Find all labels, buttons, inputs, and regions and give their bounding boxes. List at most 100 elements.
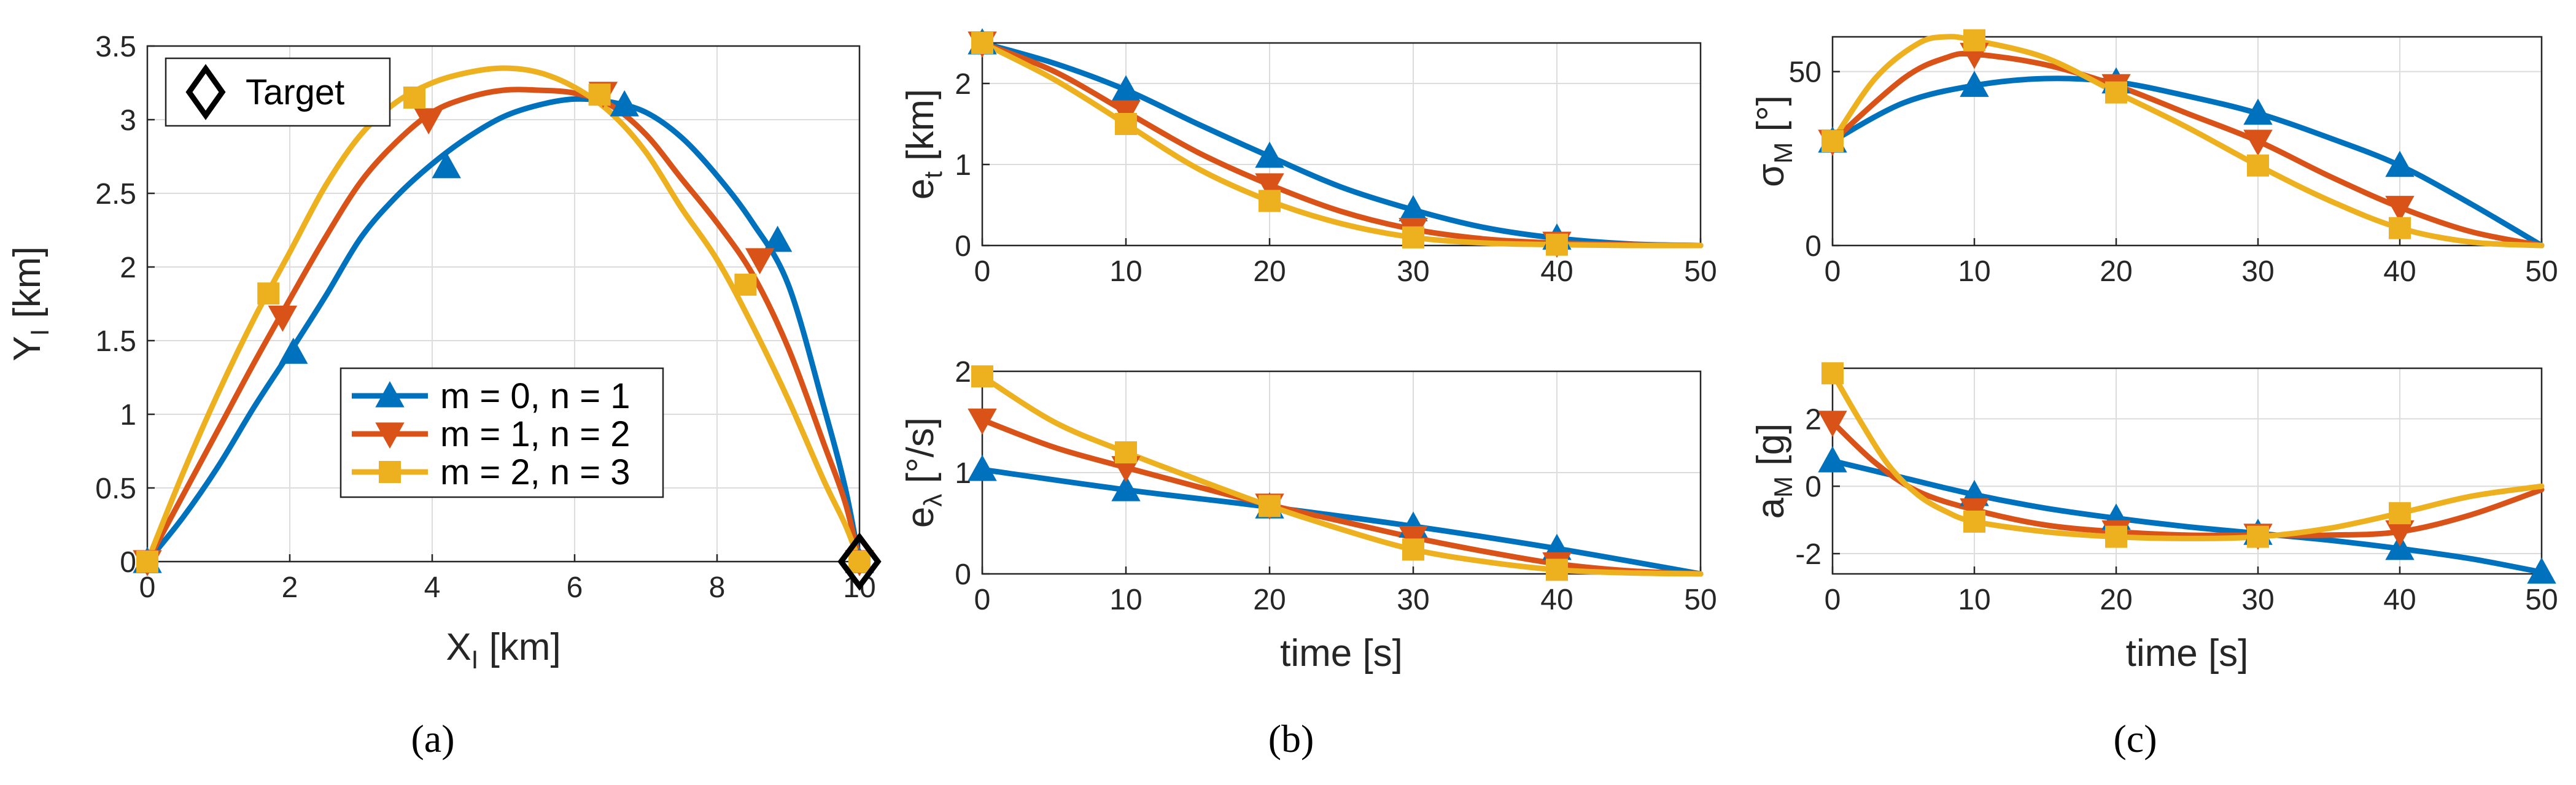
x-tick-label: 10 [1109, 584, 1142, 616]
series-line-b1-2 [979, 40, 1704, 249]
axes-frame-b1 [981, 42, 1702, 247]
x-tick-label: 10 [1109, 255, 1142, 288]
y-tick-label: 0 [955, 559, 971, 591]
x-tick-label: 40 [2383, 255, 2416, 288]
data-point-a-2 [734, 273, 757, 296]
data-point-b1-2 [971, 32, 993, 54]
data-point-b1-2 [1402, 226, 1424, 249]
y-tick-label: 1 [120, 399, 136, 431]
data-point-c1-0 [1960, 71, 1989, 97]
y-tick-label: 2.5 [95, 178, 136, 211]
x-tick-label: 0 [974, 584, 991, 616]
data-point-b2-1 [968, 408, 997, 435]
legend-marker [379, 461, 401, 483]
y-tick-label: 0 [955, 230, 971, 263]
x-tick-label: 40 [1540, 584, 1573, 616]
data-point-c1-1 [2385, 196, 2415, 222]
chart-b2: 0 10 20 30 40 50 0 1 2eλ [°/s] time [s] [899, 356, 1717, 675]
data-point-b2-2 [971, 365, 993, 388]
y-tick-label: 0 [120, 546, 136, 579]
series-line-c2-0 [1829, 458, 2545, 575]
x-tick-label: 10 [1958, 255, 1990, 288]
x-tick-label: 30 [2241, 584, 2274, 616]
x-tick-label: 8 [709, 571, 726, 604]
chart-c1: 0 10 20 30 40 50 0 50 σM [°] [1750, 29, 2558, 288]
x-tick-label: 40 [2383, 584, 2416, 616]
x-tick-label: 0 [1825, 584, 1841, 616]
panel-label-b: (b) [1268, 717, 1314, 760]
chart-b1: 0 10 20 30 40 50 0 1 2et [km] [899, 28, 1717, 288]
x-tick-label: 0 [1825, 255, 1841, 288]
data-point-c2-0 [1818, 446, 1847, 473]
x-tick-label: 0 [974, 255, 991, 288]
xlabel-a: XI [km] [446, 626, 561, 674]
y-tick-label: 1 [955, 457, 971, 490]
data-point-c1-2 [1963, 29, 1985, 52]
data-point-a-2 [403, 87, 425, 109]
data-point-c2-1 [1818, 411, 1847, 437]
x-tick-label: 20 [1253, 584, 1286, 616]
data-point-a-1 [414, 108, 443, 135]
series-line-b2-2 [979, 373, 1704, 577]
y-tick-label: 2 [955, 356, 971, 389]
series-line-c2-1 [1829, 419, 2545, 538]
x-tick-label: 30 [1397, 584, 1429, 616]
y-tick-label: 0.5 [95, 473, 136, 505]
x-tick-label: 4 [424, 571, 441, 604]
data-point-b1-2 [1546, 233, 1568, 256]
series-line-c1-0 [1829, 75, 2545, 249]
ylabel-c1: σM [°] [1750, 95, 1798, 187]
data-point-c1-0 [2243, 98, 2273, 125]
y-tick-label: 50 [1789, 56, 1821, 89]
axes-frame-c2 [1831, 367, 2543, 575]
x-tick-label: 20 [2100, 255, 2132, 288]
data-point-a-0 [610, 90, 639, 117]
target-legend-label: Target [246, 72, 344, 112]
y-tick-label: -2 [1795, 538, 1821, 571]
data-point-b2-2 [1259, 495, 1281, 517]
axes-frame-c1 [1831, 36, 2543, 247]
y-tick-label: 0 [1805, 471, 1821, 503]
ylabel-c2: aM [g] [1750, 423, 1798, 519]
y-tick-label: 3.5 [95, 31, 136, 63]
x-tick-label: 50 [1684, 255, 1717, 288]
x-tick-label: 30 [2241, 255, 2274, 288]
data-point-a-0 [762, 225, 793, 252]
xlabel-c2: time [s] [2126, 632, 2249, 675]
legend-marker [375, 381, 405, 408]
data-point-a-2 [136, 551, 158, 573]
series-line-b2-1 [979, 417, 1704, 577]
y-tick-label: 0 [1805, 230, 1821, 263]
data-point-c1-2 [1821, 130, 1844, 152]
series-line-c2-2 [1829, 370, 2545, 541]
target-legend-icon [185, 64, 226, 120]
ylabel-b1: et [km] [899, 89, 947, 199]
series-line-b1-0 [979, 40, 1704, 249]
series-line-a-1 [144, 87, 863, 565]
series-line-b2-0 [979, 466, 1704, 577]
panel-label-c: (c) [2113, 717, 2157, 760]
data-point-c2-2 [2389, 502, 2411, 525]
y-tick-label: 1.5 [95, 325, 136, 358]
x-tick-label: 50 [2525, 255, 2558, 288]
axes-frame-a [146, 45, 861, 563]
ylabel-b2: eλ [°/s] [899, 417, 947, 528]
series-line-c1-2 [1829, 34, 2545, 249]
x-tick-label: 20 [2100, 584, 2132, 616]
data-point-a-0 [279, 338, 308, 364]
data-point-b1-2 [1259, 190, 1281, 212]
x-tick-label: 50 [2525, 584, 2558, 616]
panel-label-a: (a) [411, 717, 454, 760]
data-point-c2-2 [1821, 362, 1844, 385]
data-point-b1-0 [1255, 141, 1284, 168]
legend-label: m = 0, n = 1 [440, 376, 630, 416]
series-line-a-0 [144, 96, 863, 565]
ylabel-a: YI [km] [6, 246, 54, 361]
target-marker-diamond [837, 532, 882, 591]
x-tick-label: 20 [1253, 255, 1286, 288]
data-point-c2-2 [2105, 525, 2127, 548]
data-point-c2-0 [2527, 557, 2556, 584]
series-line-a-2 [144, 65, 863, 565]
